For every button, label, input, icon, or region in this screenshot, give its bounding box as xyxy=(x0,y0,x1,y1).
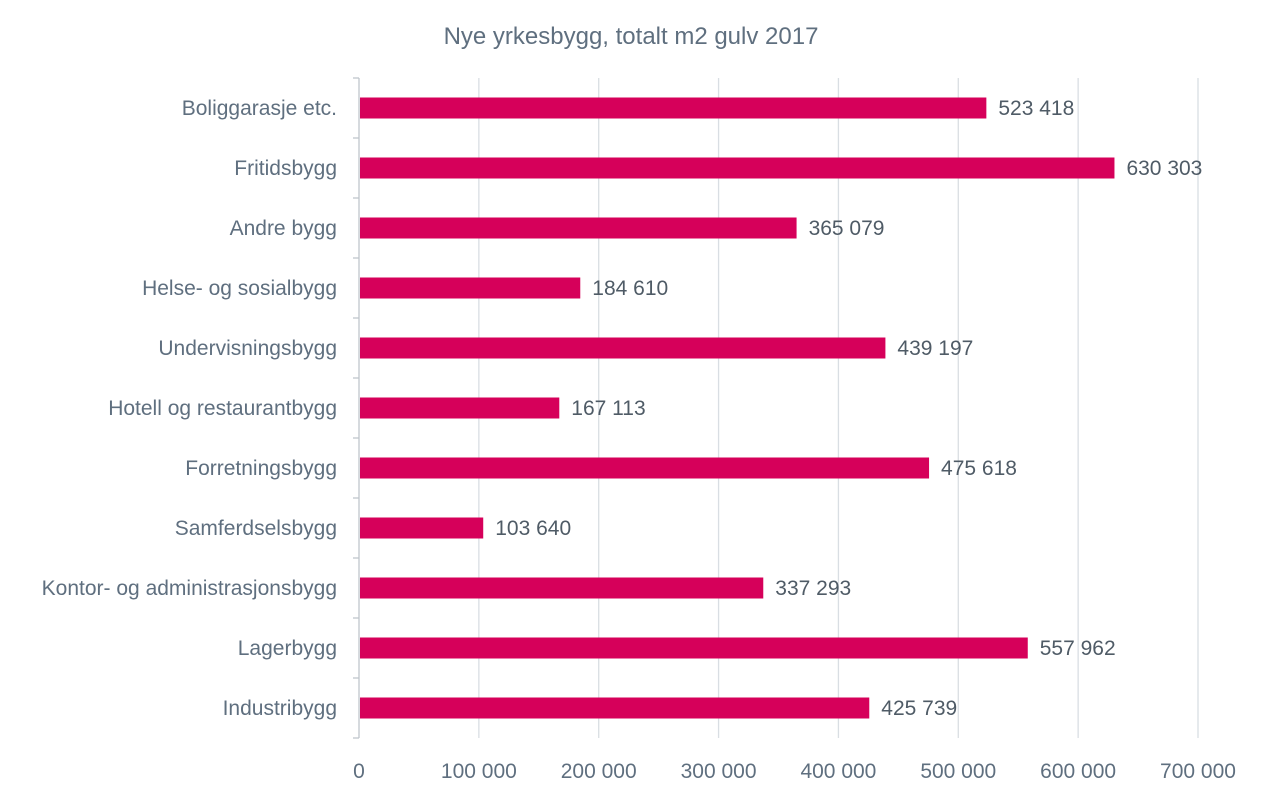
x-tick-label: 200 000 xyxy=(561,760,637,783)
data-labels: 523 418 630 303 365 079 184 610 439 197 167 1… xyxy=(495,97,1202,720)
gridlines xyxy=(478,78,1199,738)
bar xyxy=(360,217,797,239)
category-label: Forretningsbygg xyxy=(185,457,337,480)
bar xyxy=(360,697,870,719)
category-label: Samferdselsbygg xyxy=(175,517,337,540)
bar xyxy=(360,397,560,419)
bar xyxy=(360,637,1028,659)
category-label: Lagerbygg xyxy=(238,637,337,660)
data-label: 365 079 xyxy=(809,217,885,240)
data-label: 184 610 xyxy=(592,277,668,300)
bar xyxy=(360,337,886,359)
x-tick-label: 100 000 xyxy=(441,760,517,783)
x-tick-label: 600 000 xyxy=(1040,760,1116,783)
bar xyxy=(360,577,764,599)
value-axis-ticks: 0 100 000 200 000 300 000 400 000 500 000 600 … xyxy=(353,760,1236,783)
x-tick-label: 300 000 xyxy=(681,760,757,783)
category-labels: Boliggarasje etc. Fritidsbygg Andre bygg He… xyxy=(42,97,337,720)
data-label: 103 640 xyxy=(495,517,571,540)
bars xyxy=(360,97,1115,719)
category-label: Undervisningsbygg xyxy=(158,337,337,360)
data-label: 167 113 xyxy=(571,397,645,420)
data-label: 557 962 xyxy=(1040,637,1116,660)
bar xyxy=(360,97,987,119)
bar xyxy=(360,277,581,299)
data-label: 523 418 xyxy=(998,97,1074,120)
category-label: Kontor- og administrasjonsbygg xyxy=(42,577,337,600)
data-label: 475 618 xyxy=(941,457,1017,480)
category-label: Helse- og sosialbygg xyxy=(142,277,337,300)
category-label: Industribygg xyxy=(223,697,337,720)
x-tick-label: 700 000 xyxy=(1160,760,1236,783)
x-tick-label: 0 xyxy=(353,760,365,783)
category-label: Andre bygg xyxy=(230,217,337,240)
data-label: 425 739 xyxy=(881,697,957,720)
data-label: 337 293 xyxy=(775,577,851,600)
bar xyxy=(360,517,484,539)
category-label: Boliggarasje etc. xyxy=(182,97,337,120)
bar xyxy=(360,157,1115,179)
x-tick-label: 500 000 xyxy=(920,760,996,783)
data-label: 439 197 xyxy=(897,337,973,360)
category-label: Fritidsbygg xyxy=(234,157,337,180)
bar xyxy=(360,457,930,479)
category-label: Hotell og restaurantbygg xyxy=(108,397,337,420)
chart-title: Nye yrkesbygg, totalt m2 gulv 2017 xyxy=(444,23,819,50)
x-tick-label: 400 000 xyxy=(800,760,876,783)
data-label: 630 303 xyxy=(1126,157,1202,180)
category-axis xyxy=(353,77,360,739)
